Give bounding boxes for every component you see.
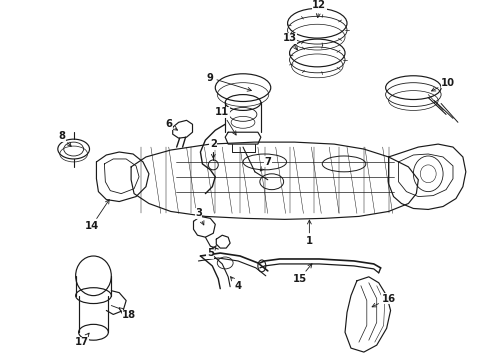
Text: 5: 5 <box>207 246 216 258</box>
Text: 6: 6 <box>165 119 177 130</box>
Text: 3: 3 <box>195 208 204 225</box>
Text: 9: 9 <box>207 73 251 91</box>
Text: 12: 12 <box>312 0 326 18</box>
Text: 14: 14 <box>84 200 109 231</box>
Text: 16: 16 <box>372 294 395 307</box>
Text: 10: 10 <box>432 78 455 91</box>
Text: 2: 2 <box>210 139 217 158</box>
Text: 17: 17 <box>74 333 89 347</box>
Text: 13: 13 <box>283 33 297 50</box>
Text: 7: 7 <box>260 157 271 171</box>
Text: 11: 11 <box>215 107 236 135</box>
Text: 18: 18 <box>119 308 136 320</box>
Text: 4: 4 <box>230 277 242 291</box>
Text: 15: 15 <box>293 264 312 284</box>
Text: 1: 1 <box>306 220 313 246</box>
Text: 8: 8 <box>58 131 71 146</box>
